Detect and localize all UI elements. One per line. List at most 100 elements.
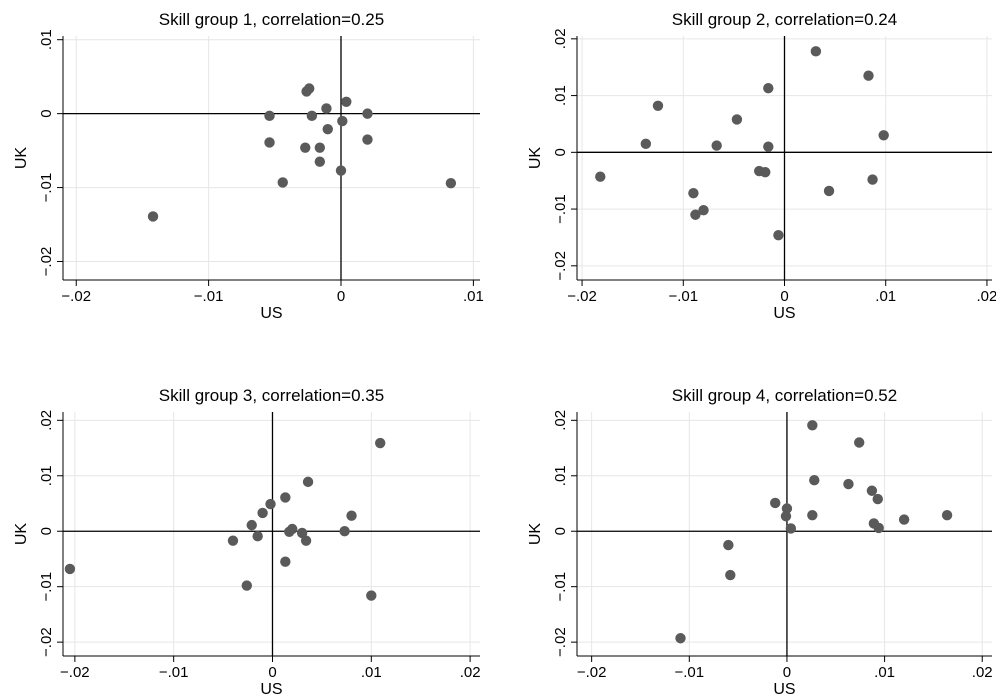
scatter-point [898, 514, 910, 525]
x-axis-label: US [773, 681, 795, 697]
x-tick-label: −.02 [567, 288, 597, 305]
scatter-point [287, 523, 298, 535]
x-tick-label: .01 [875, 288, 896, 305]
scatter-point [314, 156, 326, 167]
scatter-point [265, 498, 276, 510]
scatter-point [147, 211, 159, 222]
scatter-point [257, 507, 268, 519]
x-tick-label: 0 [780, 288, 788, 305]
scatter-point [314, 142, 326, 153]
scatter-point [264, 137, 275, 148]
x-tick-label: .01 [463, 288, 484, 305]
scatter-point [711, 140, 722, 151]
scatter-point [595, 171, 606, 182]
y-tick-label: −.02 [38, 247, 55, 277]
scatter-point [322, 123, 333, 135]
scatter-point [280, 492, 291, 503]
scatter-point [698, 205, 709, 216]
scatter-point [807, 420, 818, 431]
scatter-point [241, 580, 252, 591]
x-tick-label: −.01 [668, 288, 698, 305]
scatter-point [763, 141, 774, 152]
scatter-point [878, 130, 889, 141]
y-tick-label: 0 [38, 109, 55, 117]
scatter-panel-4: −.02 −.01 0 .01 .02 −.02 −.01 0 .01 .02 Skill grou… [527, 386, 993, 697]
x-tick-label: 0 [783, 664, 791, 681]
scatter-point [300, 535, 312, 546]
x-tick-label: −.01 [159, 664, 189, 681]
scatter-point [64, 563, 76, 575]
scatter-point [731, 114, 743, 125]
scatter-point [725, 569, 736, 581]
scatter-point [866, 485, 878, 496]
y-tick-label: 0 [552, 148, 569, 156]
scatter-point [872, 493, 883, 505]
scatter-point [227, 535, 239, 546]
y-axis-label: UK [527, 147, 544, 170]
x-tick-label: .01 [874, 664, 895, 681]
y-tick-label: .01 [552, 465, 569, 486]
scatter-point [843, 478, 854, 490]
scatter-point [763, 83, 774, 94]
scatter-point [867, 174, 878, 185]
y-tick-label: 0 [38, 527, 55, 535]
x-tick-label: −.01 [674, 664, 704, 681]
scatter-point [306, 110, 318, 122]
x-tick-label: −.02 [577, 664, 607, 681]
scatter-point [807, 509, 818, 521]
scatter-point [688, 187, 699, 199]
y-axis-label: UK [527, 523, 544, 546]
panel-title: Skill group 2, correlation=0.24 [672, 10, 897, 29]
y-axis-label: UK [13, 523, 30, 546]
panel-title: Skill group 4, correlation=0.52 [672, 386, 897, 405]
scatter-point [264, 110, 275, 122]
y-tick-label: −.01 [552, 194, 569, 224]
scatter-point [640, 138, 652, 150]
y-tick-label: .01 [552, 85, 569, 106]
scatter-point [335, 165, 347, 176]
scatter-point [346, 510, 357, 521]
scatter-point [277, 177, 288, 188]
scatter-point [690, 209, 701, 220]
y-tick-label: −.01 [38, 173, 55, 203]
scatter-panel-1: −.02 −.01 0 .01 −.02 −.01 0 .01 Skill group 1, c… [13, 10, 484, 322]
scatter-point [770, 497, 781, 509]
scatter-point [873, 522, 884, 534]
y-tick-label: .02 [552, 410, 569, 431]
scatter-panel-3: −.02 −.01 0 .01 .02 −.02 −.01 0 .01 .02 Skill grou… [13, 386, 481, 697]
x-tick-label: .02 [972, 664, 993, 681]
panel-title: Skill group 3, correlation=0.35 [159, 386, 384, 405]
scatter-point [374, 437, 386, 449]
x-tick-label: 0 [268, 664, 276, 681]
scatter-panel-2: −.02 −.01 0 .01 .02 −.02 −.01 0 .01 .02 Skill grou… [527, 10, 996, 322]
x-tick-label: .01 [361, 664, 382, 681]
scatter-point [362, 108, 373, 119]
scatter-point [366, 590, 377, 601]
scatter-point [445, 177, 457, 189]
scatter-point [773, 229, 784, 241]
scatter-point [823, 185, 835, 197]
scatter-point [337, 115, 348, 127]
y-tick-label: .01 [38, 465, 55, 486]
scatter-point [941, 509, 953, 521]
scatter-point [280, 556, 291, 567]
y-tick-label: −.02 [38, 627, 55, 657]
y-tick-label: .02 [552, 28, 569, 49]
scatter-point [339, 526, 350, 537]
scatter-point [675, 633, 686, 644]
x-axis-label: US [260, 681, 282, 697]
y-tick-label: .02 [38, 410, 55, 431]
scatter-point [863, 70, 874, 81]
y-tick-label: .01 [38, 29, 55, 50]
scatter-point [302, 476, 314, 488]
scatter-point [780, 511, 792, 522]
scatter-point [809, 475, 820, 486]
y-tick-label: −.02 [552, 251, 569, 281]
scatter-point [854, 437, 865, 448]
y-tick-label: −.01 [38, 572, 55, 602]
x-axis-label: US [773, 305, 795, 322]
scatter-point [785, 523, 797, 534]
scatter-point [781, 503, 793, 514]
x-tick-label: −.02 [61, 288, 91, 305]
